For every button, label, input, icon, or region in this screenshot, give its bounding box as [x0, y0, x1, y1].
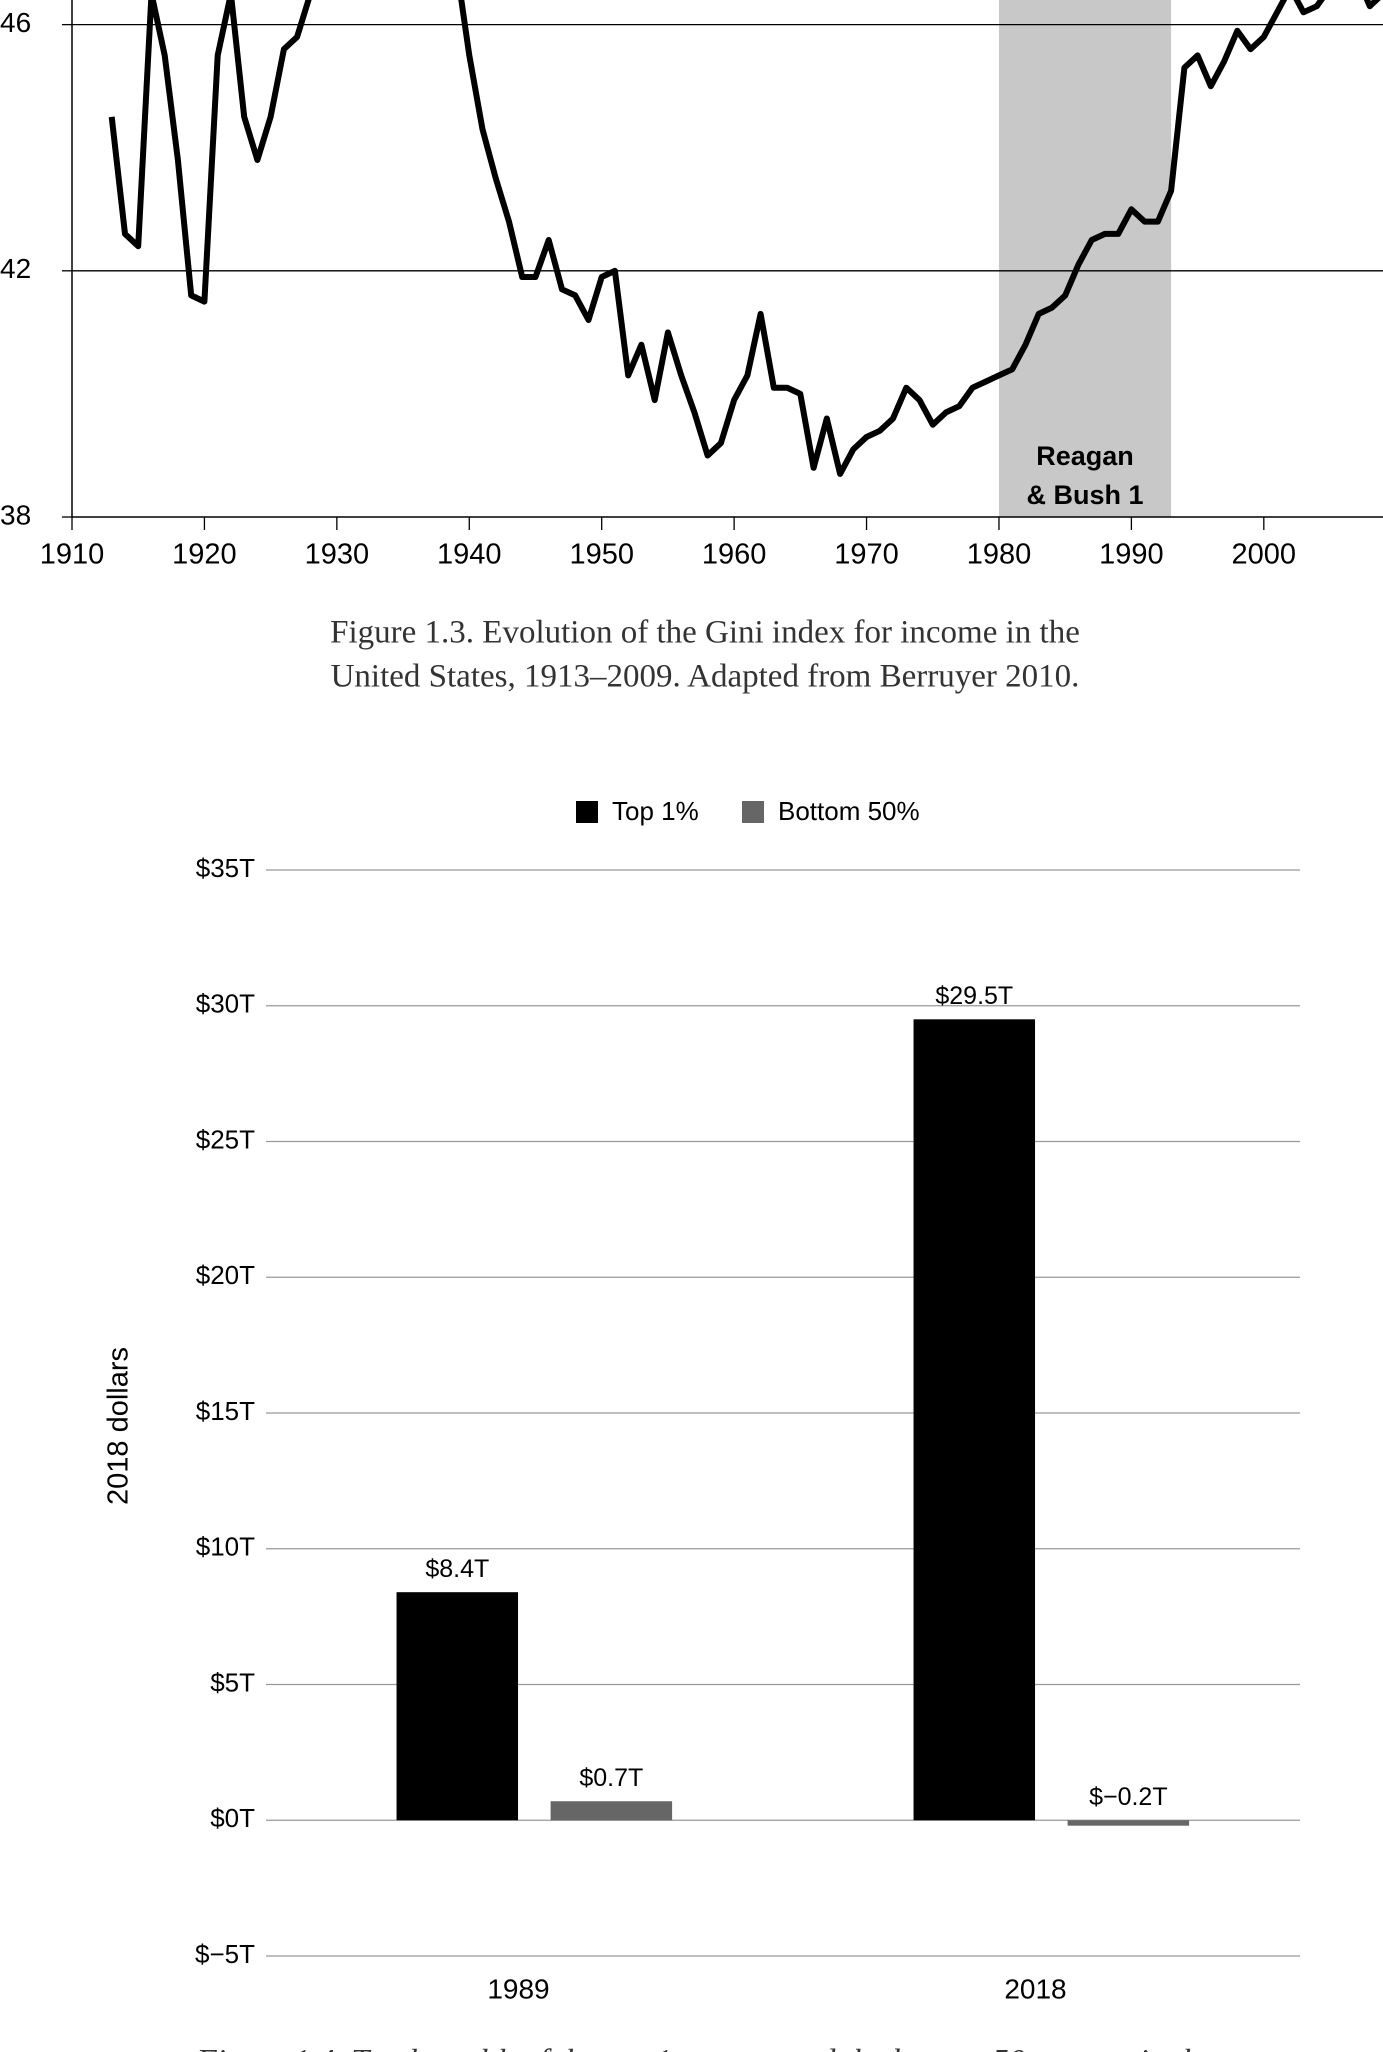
legend-swatch — [576, 801, 598, 823]
y-tick-label: $15T — [196, 1396, 255, 1426]
y-tick-label: $5T — [210, 1667, 255, 1697]
y-tick-label: $−5T — [195, 1939, 255, 1969]
x-tick-label: 1970 — [834, 539, 899, 571]
y-tick-label: 42 — [0, 253, 31, 284]
y-axis-label: 2018 dollars — [103, 1347, 135, 1505]
y-tick-label: $25T — [196, 1124, 255, 1154]
bar — [913, 1019, 1036, 1821]
legend-swatch — [742, 801, 764, 823]
x-tick-label: 2000 — [1232, 539, 1297, 571]
x-tick-label: 1980 — [967, 539, 1032, 571]
caption: United States, 1913–2009. Adapted from B… — [331, 659, 1080, 695]
x-tick-label: 1910 — [40, 539, 105, 571]
x-tick-label: 2018 — [1004, 1973, 1066, 2004]
legend-label: Top 1% — [612, 796, 699, 826]
value-label: $0.7T — [579, 1764, 643, 1792]
y-tick-label: 46 — [0, 7, 31, 38]
legend-label: Bottom 50% — [778, 796, 920, 826]
y-tick-label: $10T — [196, 1532, 255, 1562]
x-tick-label: 1920 — [172, 539, 237, 571]
caption: Figure 1.3. Evolution of the Gini index … — [330, 615, 1080, 651]
y-tick-label: $30T — [196, 989, 255, 1019]
x-tick-label: 1940 — [437, 539, 502, 571]
y-tick-label: $35T — [196, 853, 255, 883]
x-tick-label: 1989 — [487, 1973, 549, 2004]
shaded-label: Reagan — [1036, 441, 1134, 471]
x-tick-label: 1990 — [1099, 539, 1164, 571]
x-tick-label: 1960 — [702, 539, 767, 571]
x-tick-label: 1950 — [569, 539, 634, 571]
value-label: $29.5T — [935, 982, 1013, 1010]
bar — [1067, 1820, 1190, 1826]
gini-line — [108, 0, 1381, 477]
x-tick-label: 1930 — [305, 539, 370, 571]
value-label: $8.4T — [425, 1555, 489, 1583]
bar — [550, 1801, 673, 1821]
y-tick-label: $20T — [196, 1260, 255, 1290]
y-tick-label: 38 — [0, 499, 31, 530]
shaded-label: & Bush 1 — [1027, 480, 1144, 510]
bar — [396, 1592, 519, 1821]
caption: Figure 1.4. Total wealth of the top 1 pe… — [195, 2044, 1213, 2052]
y-tick-label: $0T — [210, 1803, 255, 1833]
value-label: $−0.2T — [1089, 1783, 1168, 1811]
